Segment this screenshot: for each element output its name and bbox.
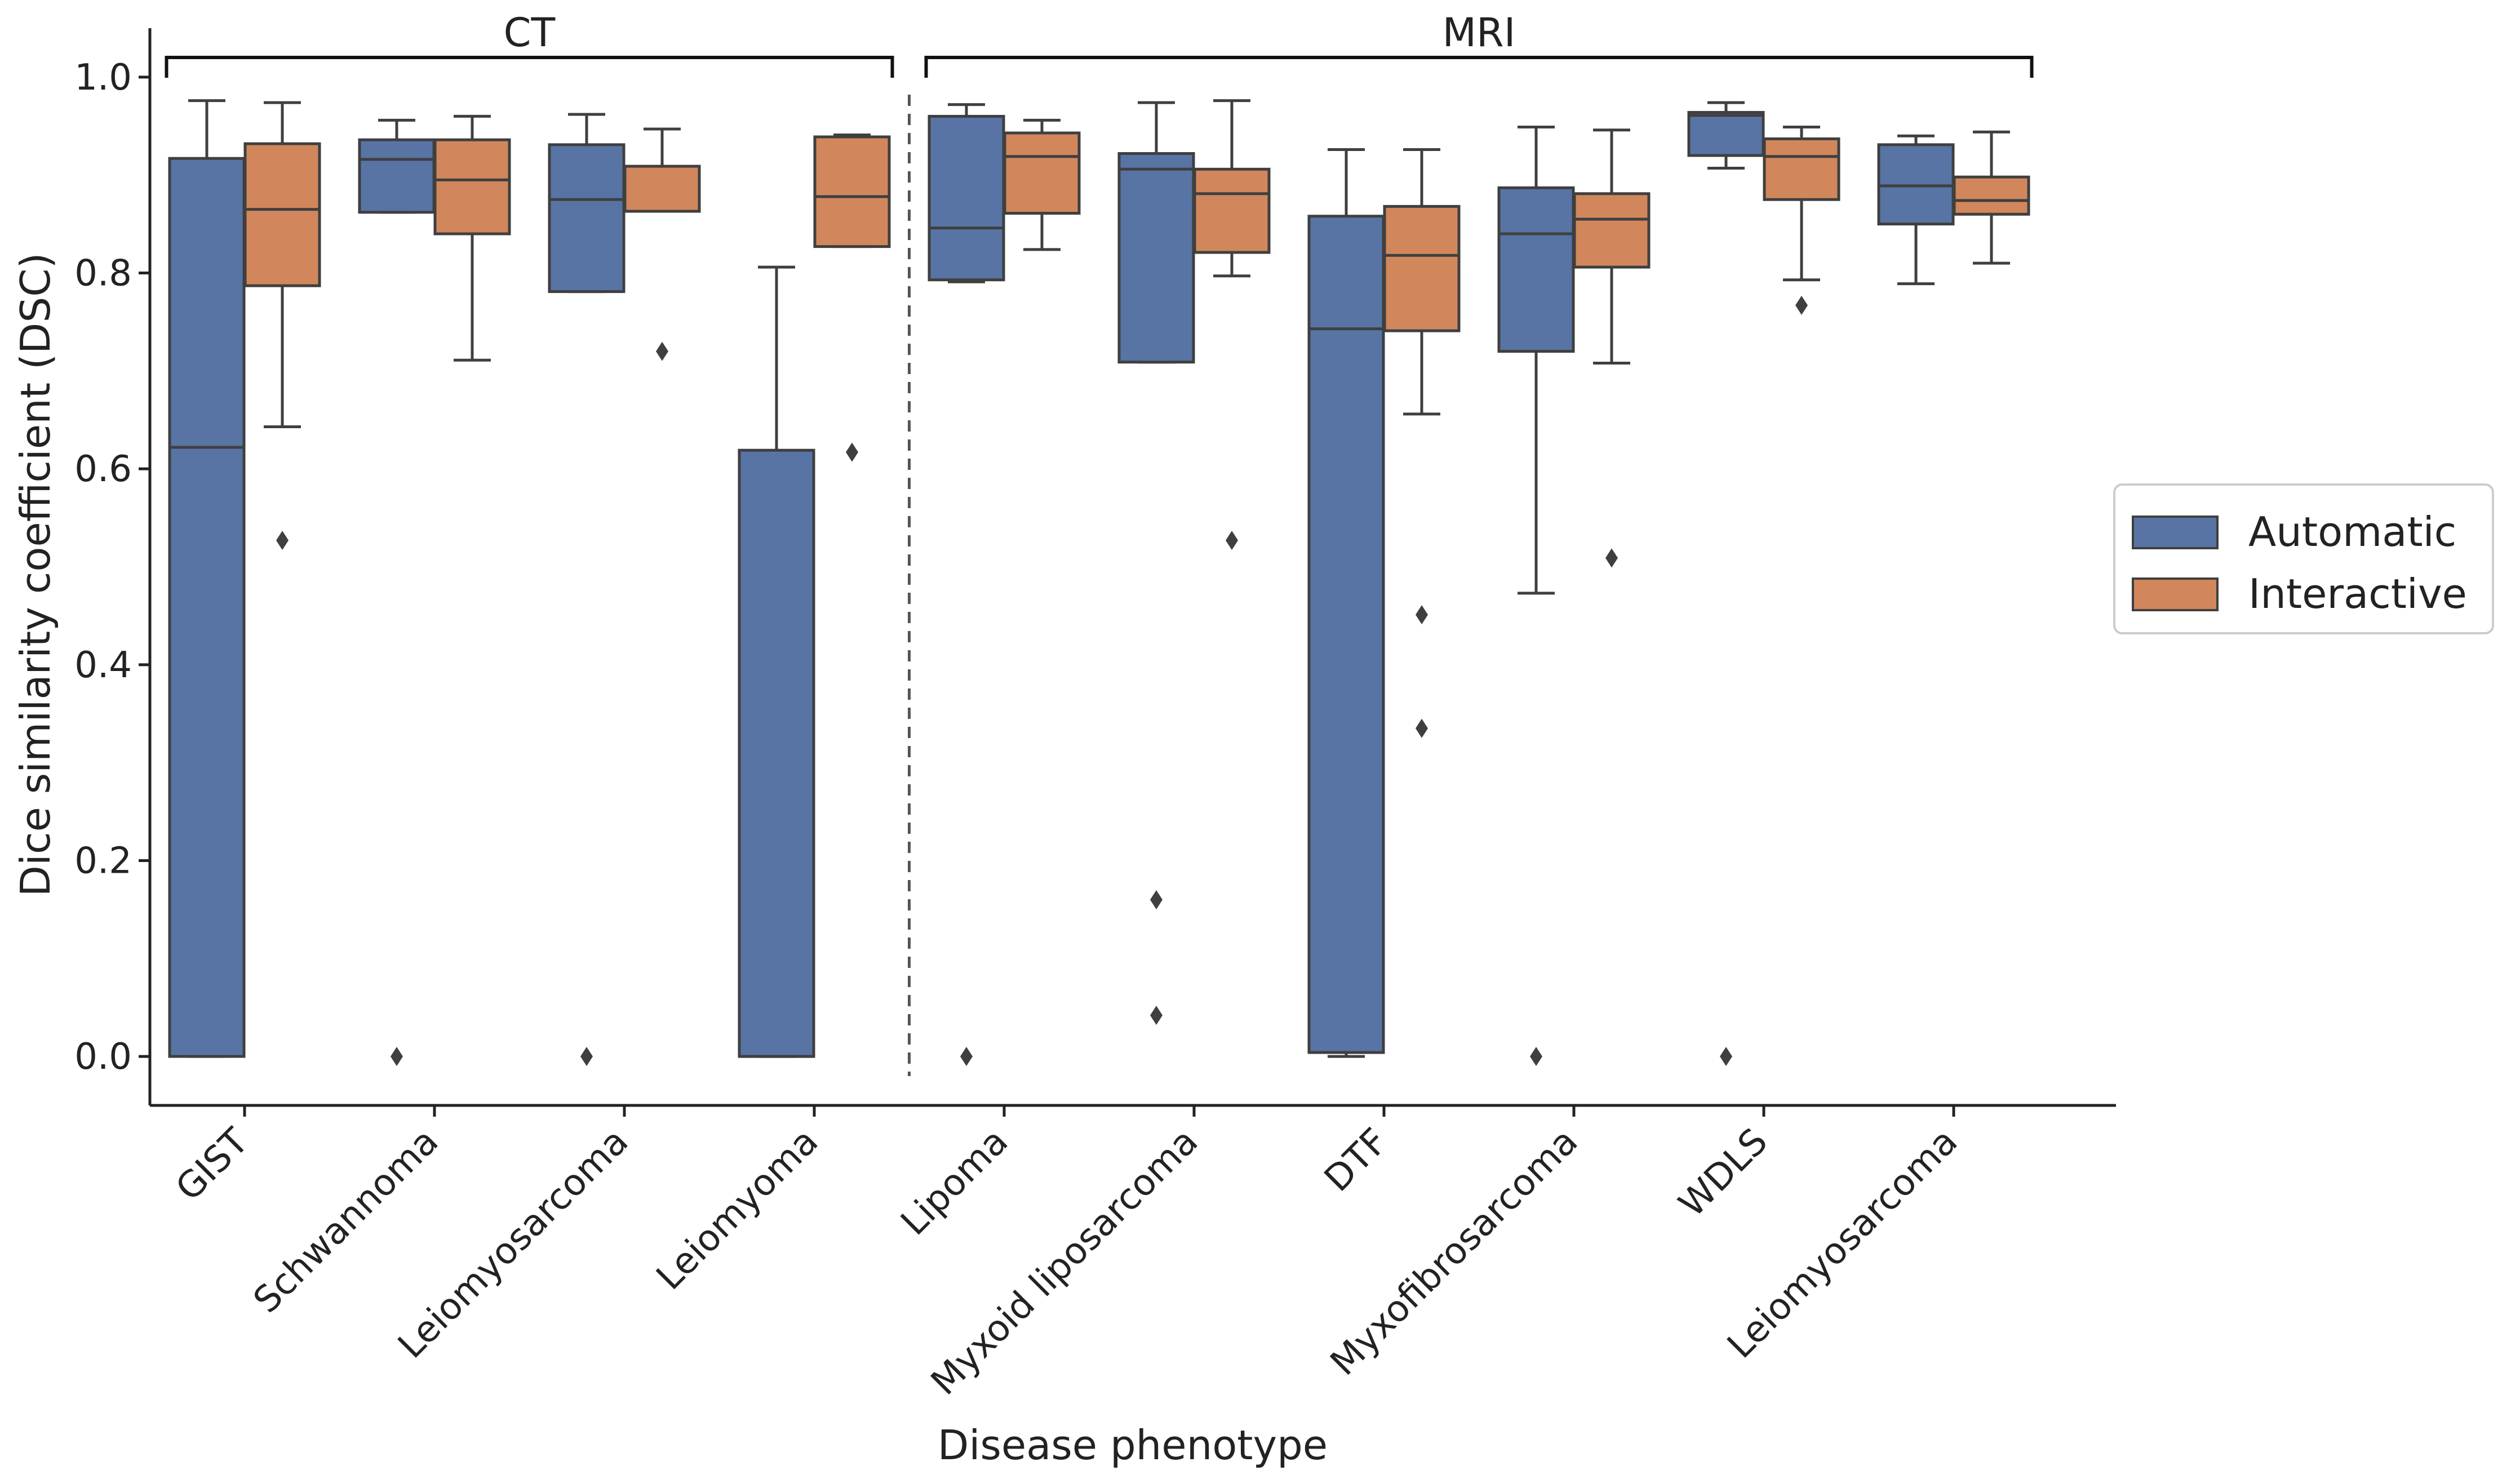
group-label-mri: MRI [1443, 10, 1516, 56]
y-ticks: 0.0 0.2 0.4 0.6 0.8 1.0 [74, 57, 150, 1078]
y-axis-title: Dice similarity coefficient (DSC) [12, 252, 59, 896]
box-iqr [1763, 137, 1840, 201]
y-tick-label: 0.0 [74, 1036, 132, 1078]
x-tick-label: Schwannoma [246, 1121, 446, 1321]
box-interactive-4 [1003, 118, 1081, 251]
outlier-point [580, 1047, 593, 1067]
outlier-point [1416, 718, 1428, 738]
box-automatic-2 [548, 113, 625, 1067]
box-iqr [358, 138, 436, 214]
x-axis-title: Disease phenotype [938, 1421, 1328, 1469]
box-automatic-0 [168, 99, 246, 1058]
y-tick-label: 0.4 [74, 645, 132, 686]
outlier-point [1226, 531, 1238, 550]
box-automatic-5 [1117, 101, 1195, 1025]
outlier-point [1605, 548, 1618, 568]
box-iqr [1573, 192, 1651, 269]
box-automatic-1 [358, 118, 436, 1067]
x-tick-label: DTF [1316, 1121, 1396, 1200]
box-iqr [1953, 175, 2030, 216]
outlier-point [1416, 605, 1428, 625]
outlier-point [1795, 295, 1808, 315]
box-iqr [1383, 205, 1461, 332]
legend-swatch-interactive [2132, 577, 2219, 611]
outlier-point [960, 1047, 973, 1067]
box-interactive-3 [813, 133, 891, 462]
box-interactive-2 [623, 127, 701, 361]
box-iqr [1307, 215, 1385, 1054]
box-iqr [243, 142, 321, 287]
outlier-point [276, 531, 289, 550]
plot-area [168, 99, 2030, 1067]
x-tick-label: Leiomyoma [649, 1121, 826, 1298]
box-automatic-3 [738, 265, 815, 1058]
y-tick-label: 0.8 [74, 253, 132, 295]
box-iqr [813, 135, 891, 248]
modality-groups: CT MRI [165, 10, 2034, 1076]
group-bracket-ct [165, 56, 894, 78]
box-automatic-9 [1877, 134, 1955, 286]
y-tick-label: 0.6 [74, 448, 132, 490]
box-automatic-8 [1687, 101, 1765, 1067]
legend: Automatic Interactive [2113, 483, 2494, 634]
box-iqr [548, 143, 625, 294]
group-label-ct: CT [504, 10, 556, 56]
box-interactive-7 [1573, 128, 1651, 568]
box-interactive-1 [433, 114, 511, 362]
box-iqr [1877, 143, 1955, 226]
y-tick-label: 1.0 [74, 57, 132, 99]
legend-swatch-automatic [2132, 516, 2219, 549]
box-iqr [738, 448, 815, 1058]
box-iqr [168, 157, 246, 1058]
outlier-point [1720, 1047, 1732, 1067]
outlier-point [656, 341, 668, 361]
box-iqr [623, 165, 701, 213]
box-iqr [1687, 110, 1765, 157]
x-tick-label: WDLS [1671, 1121, 1776, 1225]
axes [148, 28, 2116, 1107]
box-iqr [928, 114, 1005, 282]
group-bracket-mri [924, 56, 2034, 78]
outlier-point [1150, 1006, 1163, 1025]
box-interactive-6 [1383, 148, 1461, 738]
box-automatic-4 [928, 103, 1005, 1067]
outlier-point [391, 1047, 403, 1067]
box-interactive-9 [1953, 130, 2030, 265]
legend-label-interactive: Interactive [2248, 570, 2467, 617]
outlier-point [846, 442, 858, 462]
legend-label-automatic: Automatic [2248, 508, 2456, 556]
y-tick-label: 0.2 [74, 840, 132, 882]
box-iqr [1497, 186, 1575, 353]
box-interactive-8 [1763, 126, 1840, 315]
outlier-point [1530, 1047, 1542, 1067]
box-iqr [1117, 152, 1195, 364]
x-tick-label: Lipoma [893, 1121, 1016, 1243]
box-automatic-7 [1497, 126, 1575, 1067]
box-interactive-0 [243, 101, 321, 550]
outlier-point [1150, 890, 1163, 909]
box-interactive-5 [1193, 99, 1271, 550]
box-iqr [433, 138, 511, 236]
box-iqr [1003, 131, 1081, 215]
x-tick-label: GIST [168, 1120, 257, 1209]
box-automatic-6 [1307, 148, 1385, 1058]
box-iqr [1193, 167, 1271, 254]
